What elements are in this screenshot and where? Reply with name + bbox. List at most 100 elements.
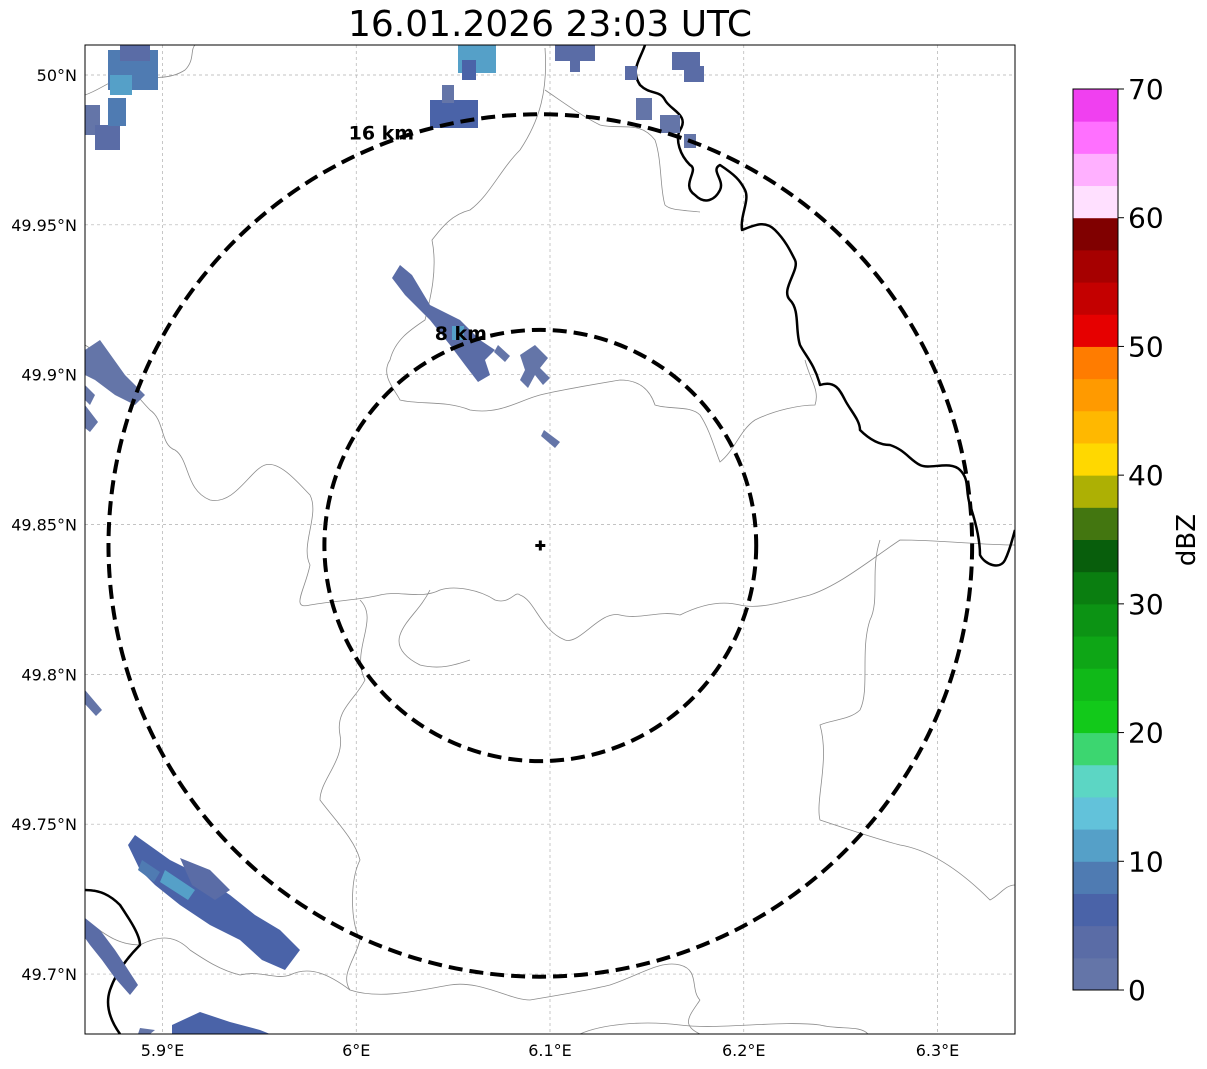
boundary-line (85, 45, 196, 96)
colorbar-segment (1073, 893, 1118, 927)
echo-cell (128, 835, 300, 970)
colorbar-segment (1073, 442, 1118, 476)
echo-cell (452, 326, 464, 340)
latitude-tick-labels: 50°N 49.95°N 49.9°N 49.85°N 49.8°N 49.75°N 49.… (11, 66, 77, 984)
boundary-line (85, 344, 1015, 641)
echo-cell (462, 60, 476, 80)
echo-cell (138, 1028, 155, 1034)
colorbar: 0 10 20 30 40 50 60 70 dBZ (1072, 73, 1202, 1007)
echo-cell (392, 265, 495, 382)
colorbar-segment (1073, 475, 1118, 508)
echo-cell (160, 870, 195, 900)
colorbar-segment (1073, 796, 1118, 830)
echo-cell (520, 345, 550, 388)
boundary-line (544, 89, 701, 213)
map-panel: 8 km 16 km 50°N 49.95°N 49.9°N 49.85°N 49.8°N… (11, 44, 1016, 1060)
colorbar-segment (1073, 282, 1118, 315)
lat-tick-label: 49.7°N (21, 965, 77, 984)
echo-cell (85, 340, 145, 405)
colorbar-label: dBZ (1172, 514, 1202, 566)
colorbar-tick-label: 0 (1128, 974, 1146, 1007)
colorbar-tick-label: 60 (1128, 202, 1164, 235)
colorbar-segment (1073, 378, 1118, 412)
longitude-tick-labels: 5.9°E 6°E 6.1°E 6.2°E 6.3°E (141, 1041, 960, 1060)
echo-cell (180, 858, 230, 900)
echo-cell (541, 430, 560, 448)
range-ring-labels: 8 km 16 km (349, 123, 487, 345)
echo-cell (684, 66, 704, 82)
echo-cell (625, 66, 637, 80)
echo-cell (138, 860, 160, 882)
colorbar-segment (1073, 539, 1118, 573)
echo-cell (672, 52, 700, 70)
colorbar-tick-label: 30 (1128, 588, 1164, 621)
lat-tick-label: 50°N (37, 66, 77, 85)
boundary-line (319, 599, 701, 1001)
colorbar-segment (1073, 314, 1118, 347)
colorbar-segment (1073, 732, 1118, 766)
echo-cell (108, 98, 126, 126)
colorbar-segment (1073, 410, 1118, 444)
colorbar-segment (1073, 121, 1118, 154)
reflectivity-echoes (85, 45, 704, 1034)
colorbar-tick-label: 10 (1128, 845, 1164, 878)
echo-cell (494, 345, 510, 362)
lat-tick-label: 49.8°N (21, 665, 77, 684)
echo-cell (85, 918, 138, 995)
colorbar-segment (1073, 925, 1118, 959)
radar-center-marker (535, 540, 546, 551)
colorbar-segment (1073, 636, 1118, 669)
echo-cell (442, 85, 454, 103)
map-title: 16.01.2026 23:03 UTC (347, 4, 753, 45)
boundary-line (85, 919, 351, 991)
boundary-line (386, 47, 817, 463)
colorbar-segment (1073, 185, 1118, 219)
colorbar-segment (1073, 668, 1118, 701)
colorbar-segment (1073, 249, 1118, 283)
colorbar-tick-label: 50 (1128, 330, 1164, 363)
range-ring-label: 16 km (349, 123, 415, 145)
colorbar-tick-label: 70 (1128, 73, 1164, 106)
map-frame (84, 44, 1016, 1035)
echo-cell (85, 405, 98, 432)
boundary-line (398, 589, 471, 668)
colorbar-segment (1073, 89, 1118, 122)
lat-tick-label: 49.9°N (21, 366, 77, 385)
range-ring (322, 327, 759, 764)
lon-tick-label: 6.3°E (916, 1041, 960, 1060)
colorbar-segment (1073, 153, 1118, 187)
river-moselle (634, 45, 1015, 567)
echo-cell (430, 100, 478, 128)
echo-cell (85, 385, 95, 405)
boundary-line (688, 999, 701, 1034)
colorbar-segment (1073, 217, 1118, 251)
lon-tick-label: 6.2°E (722, 1041, 766, 1060)
colorbar-segment (1073, 700, 1118, 734)
echo-cell (660, 115, 680, 133)
colorbar-segment (1073, 861, 1118, 894)
boundary-line (579, 1022, 869, 1034)
colorbar-tick-labels: 0 10 20 30 40 50 60 70 (1118, 73, 1164, 1007)
echo-cell (85, 690, 102, 716)
echo-cell (636, 98, 652, 120)
lon-tick-label: 6.1°E (528, 1041, 572, 1060)
boundary-line (818, 539, 1015, 901)
lat-tick-label: 49.75°N (11, 815, 77, 834)
colorbar-tick-label: 20 (1128, 717, 1164, 750)
colorbar-segment (1073, 829, 1118, 862)
lat-tick-label: 49.95°N (11, 216, 77, 235)
colorbar-segment (1073, 571, 1118, 605)
colorbar-segment (1073, 346, 1118, 380)
echo-cell (570, 58, 580, 72)
echo-cell (110, 75, 132, 95)
river-line-sw (85, 888, 142, 1034)
echo-cell (120, 45, 150, 61)
lat-tick-label: 49.85°N (11, 516, 77, 535)
range-ring-label: 8 km (435, 323, 487, 345)
colorbar-segment (1073, 603, 1118, 637)
colorbar-segment (1073, 507, 1118, 540)
river-line (85, 45, 1015, 1034)
lon-tick-label: 5.9°E (141, 1041, 185, 1060)
echo-cell (555, 45, 595, 61)
